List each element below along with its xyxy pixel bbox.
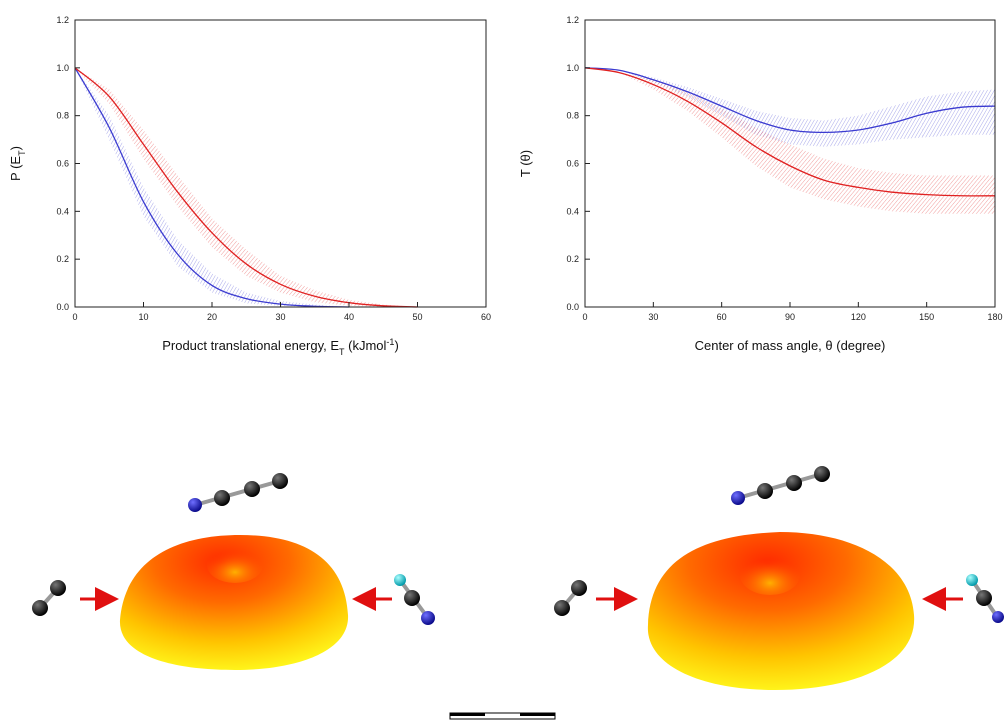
y-axis-label-part: T bbox=[17, 150, 27, 156]
x-tick-label: 60 bbox=[717, 312, 727, 322]
y-axis-label-part: T (θ) bbox=[518, 150, 533, 177]
y-axis-label-part: ) bbox=[8, 146, 23, 150]
x-tick-label: 120 bbox=[851, 312, 866, 322]
x-tick-label: 20 bbox=[207, 312, 217, 322]
error-band bbox=[619, 70, 654, 83]
y-tick-label: 0.2 bbox=[566, 254, 579, 264]
error-band bbox=[212, 218, 247, 276]
y-tick-label: 0.4 bbox=[56, 206, 69, 216]
error-band bbox=[246, 249, 281, 293]
error-band bbox=[721, 108, 756, 166]
x-axis-label-part: Center of mass angle, θ (degree) bbox=[695, 338, 886, 353]
x-tick-label: 30 bbox=[648, 312, 658, 322]
error-band bbox=[177, 175, 212, 248]
scale-bar bbox=[449, 712, 556, 720]
error-band bbox=[858, 106, 893, 145]
error-band bbox=[75, 67, 110, 140]
x-tick-label: 30 bbox=[275, 312, 285, 322]
error-band bbox=[280, 275, 315, 303]
x-tick-label: 0 bbox=[582, 312, 587, 322]
x-axis-label-part: T bbox=[339, 347, 345, 357]
x-axis-label: Product translational energy, ET (kJmol-… bbox=[162, 337, 399, 357]
series-line bbox=[74, 67, 350, 308]
y-tick-label: 0.6 bbox=[56, 159, 69, 169]
y-tick-label: 1.0 bbox=[566, 63, 579, 73]
error-band bbox=[790, 144, 825, 200]
plot-frame bbox=[74, 19, 487, 308]
error-band bbox=[824, 158, 859, 207]
error-band bbox=[687, 91, 722, 138]
error-band bbox=[960, 89, 995, 135]
x-axis-label-part: ) bbox=[394, 338, 398, 353]
series-line bbox=[584, 67, 996, 197]
x-tick-label: 150 bbox=[919, 312, 934, 322]
x-tick-label: 50 bbox=[412, 312, 422, 322]
x-tick-label: 10 bbox=[138, 312, 148, 322]
y-tick-label: 0.8 bbox=[56, 111, 69, 121]
y-tick-label: 0.8 bbox=[566, 111, 579, 121]
y-tick-label: 1.2 bbox=[566, 15, 579, 25]
error-band bbox=[143, 187, 178, 267]
y-tick-label: 0.0 bbox=[56, 302, 69, 312]
flux-illustration-right bbox=[554, 466, 1004, 690]
error-band bbox=[926, 91, 961, 138]
y-tick-label: 0.2 bbox=[56, 254, 69, 264]
y-tick-label: 1.2 bbox=[56, 15, 69, 25]
error-band bbox=[653, 79, 688, 111]
series-line bbox=[74, 67, 418, 308]
error-band bbox=[619, 72, 654, 90]
chart: 0 30 60 90 120 150 180 0.0 0.2 0.4 0.6 0.8 1.0 1.2 Cen… bbox=[518, 15, 1003, 353]
x-axis-label-part: (kJmol bbox=[345, 338, 387, 353]
error-band bbox=[177, 240, 212, 293]
flux-illustration-left bbox=[32, 473, 435, 670]
chart: 0 10 20 30 40 50 60 0.0 0.2 0.4 0.6 0.8 1.0 1.2 Produc… bbox=[8, 15, 491, 357]
y-tick-label: 1.0 bbox=[56, 63, 69, 73]
y-axis-label: P (ET) bbox=[8, 146, 27, 181]
x-tick-label: 40 bbox=[344, 312, 354, 322]
x-tick-label: 60 bbox=[481, 312, 491, 322]
y-tick-label: 0.6 bbox=[566, 159, 579, 169]
error-band bbox=[926, 175, 961, 214]
x-axis-label-part: -1 bbox=[386, 337, 394, 347]
error-band bbox=[75, 67, 110, 104]
y-tick-label: 0.0 bbox=[566, 302, 579, 312]
x-tick-label: 180 bbox=[987, 312, 1002, 322]
y-tick-label: 0.4 bbox=[566, 206, 579, 216]
x-tick-label: 0 bbox=[72, 312, 77, 322]
y-axis-label: T (θ) bbox=[518, 150, 533, 177]
x-axis-label: Center of mass angle, θ (degree) bbox=[695, 338, 886, 353]
y-axis-label-part: P (E bbox=[8, 156, 23, 181]
x-axis-label-part: Product translational energy, E bbox=[162, 338, 339, 353]
series-line bbox=[584, 67, 996, 134]
x-tick-label: 90 bbox=[785, 312, 795, 322]
error-band bbox=[960, 175, 995, 214]
